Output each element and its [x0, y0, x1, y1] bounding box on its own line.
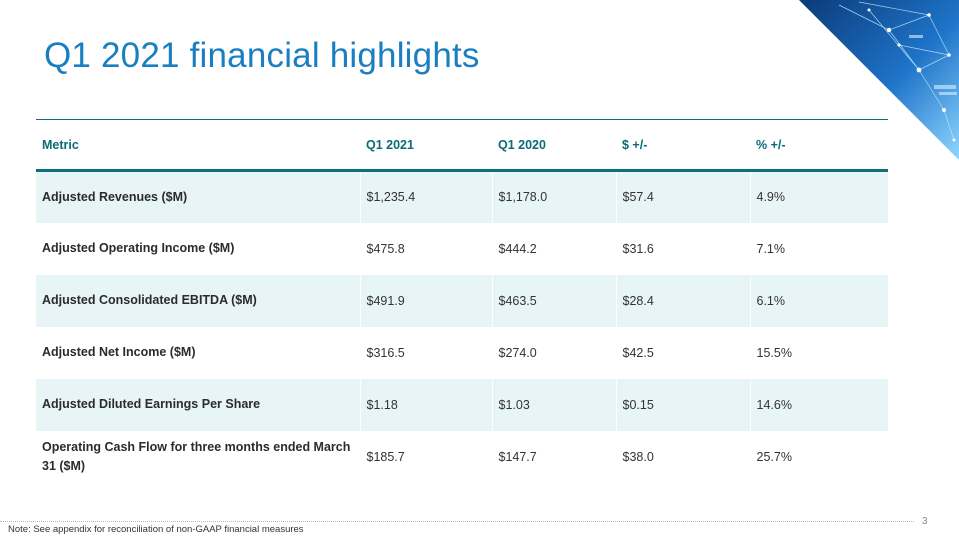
percent-change-cell: 6.1% — [749, 274, 888, 327]
header-metric: Metric — [42, 137, 79, 152]
metric-cell: Adjusted Diluted Earnings Per Share — [36, 378, 360, 431]
footnote: Note: See appendix for reconciliation of… — [8, 524, 304, 535]
metric-cell: Adjusted Operating Income ($M) — [42, 241, 235, 256]
dollar-change-cell: $38.0 — [615, 430, 750, 483]
dollar-change-cell: $31.6 — [615, 222, 750, 275]
header-dollar-change: $ +/- — [622, 137, 648, 152]
table-row: Operating Cash Flow for three months end… — [36, 430, 888, 483]
q1-2020-cell: $463.5 — [491, 274, 616, 327]
metric-cell: Adjusted Net Income ($M) — [42, 345, 196, 360]
table-row: Adjusted Operating Income ($M) $475.8 $4… — [36, 222, 888, 275]
metric-cell: Operating Cash Flow for three months end… — [42, 440, 351, 473]
table-row: Adjusted Diluted Earnings Per Share $1.1… — [36, 378, 888, 431]
table-row: Adjusted Revenues ($M) $1,235.4 $1,178.0… — [36, 170, 888, 223]
table-row: Adjusted Net Income ($M) $316.5 $274.0 $… — [36, 326, 888, 379]
metric-cell: Adjusted Consolidated EBITDA ($M) — [36, 274, 360, 327]
q1-2021-cell: $185.7 — [359, 430, 492, 483]
q1-2020-cell: $147.7 — [491, 430, 616, 483]
dollar-change-cell: $57.4 — [615, 170, 750, 223]
financial-highlights-table: Metric Q1 2021 Q1 2020 $ +/- % +/- Adjus… — [36, 119, 888, 483]
q1-2021-cell: $1,235.4 — [359, 170, 492, 223]
header-q1-2020: Q1 2020 — [498, 137, 546, 152]
page-number: 3 — [922, 516, 928, 527]
percent-change-cell: 15.5% — [749, 326, 888, 379]
percent-change-cell: 7.1% — [749, 222, 888, 275]
dollar-change-cell: $28.4 — [615, 274, 750, 327]
dollar-change-cell: $0.15 — [615, 378, 750, 431]
q1-2021-cell: $316.5 — [359, 326, 492, 379]
q1-2020-cell: $274.0 — [491, 326, 616, 379]
q1-2021-cell: $1.18 — [359, 378, 492, 431]
q1-2020-cell: $1,178.0 — [491, 170, 616, 223]
q1-2021-cell: $491.9 — [359, 274, 492, 327]
dollar-change-cell: $42.5 — [615, 326, 750, 379]
table-header-row: Metric Q1 2021 Q1 2020 $ +/- % +/- — [36, 119, 888, 171]
footer-divider — [0, 521, 914, 522]
header-q1-2021: Q1 2021 — [366, 137, 414, 152]
slide-title: Q1 2021 financial highlights — [44, 36, 480, 75]
metric-cell: Adjusted Revenues ($M) — [36, 170, 360, 223]
q1-2020-cell: $444.2 — [491, 222, 616, 275]
percent-change-cell: 14.6% — [749, 378, 888, 431]
table-row: Adjusted Consolidated EBITDA ($M) $491.9… — [36, 274, 888, 327]
q1-2021-cell: $475.8 — [359, 222, 492, 275]
q1-2020-cell: $1.03 — [491, 378, 616, 431]
percent-change-cell: 25.7% — [749, 430, 888, 483]
header-percent-change: % +/- — [756, 137, 786, 152]
percent-change-cell: 4.9% — [749, 170, 888, 223]
network-graphic-icon — [799, 0, 959, 160]
